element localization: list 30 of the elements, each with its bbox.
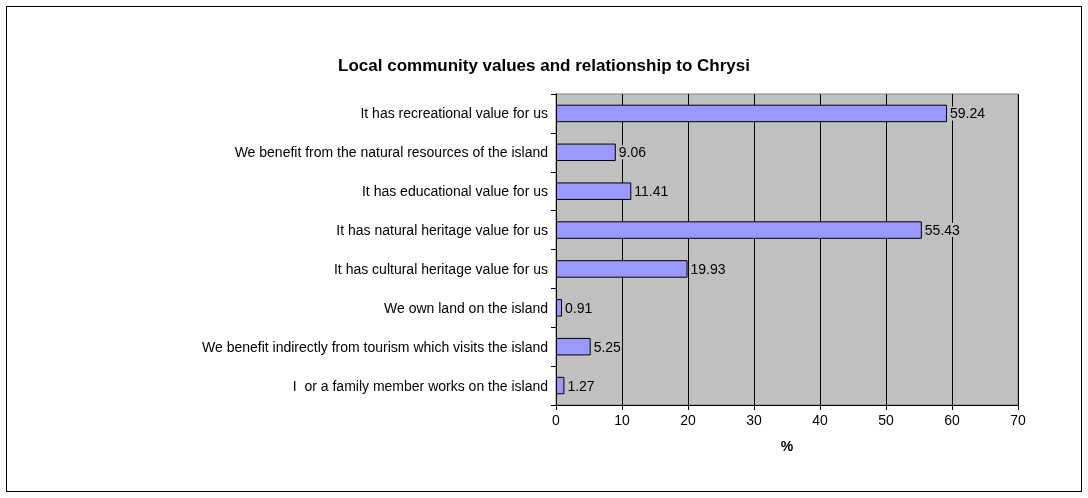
- x-tick-label: 60: [944, 412, 960, 428]
- y-tick-label: We benefit indirectly from tourism which visits the island: [202, 338, 548, 355]
- bar: [556, 299, 563, 317]
- x-tick-label: 30: [746, 412, 762, 428]
- y-tick-label: It has natural heritage value for us: [336, 222, 548, 239]
- chart-title: Local community values and relationship to Chrysi: [338, 56, 750, 75]
- x-tick-label: 20: [680, 412, 696, 428]
- data-label: 59.24: [949, 105, 986, 122]
- data-label: 5.25: [593, 338, 622, 355]
- data-label: 55.43: [924, 222, 961, 239]
- data-label: 0.91: [565, 299, 593, 316]
- data-label: 1.27: [567, 377, 595, 394]
- x-tick-label: 70: [1010, 412, 1026, 428]
- y-tick-label: We benefit from the natural resources of the island: [234, 144, 548, 161]
- bar: [556, 376, 565, 395]
- x-tick-label: 50: [878, 412, 894, 428]
- y-tick-label: It has recreational value for us: [360, 105, 548, 122]
- y-tick-label: It has cultural heritage value for us: [333, 260, 548, 277]
- data-label: 19.93: [690, 260, 726, 277]
- x-tick-label: 10: [614, 412, 630, 428]
- x-axis-title: %: [780, 438, 794, 454]
- x-tick-label: 40: [812, 412, 828, 428]
- data-label: 9.06: [618, 144, 647, 161]
- data-label: 11.41: [634, 183, 669, 200]
- y-tick-label: I or a family member works on the island: [292, 377, 548, 394]
- bar: [556, 143, 616, 162]
- y-tick-label: We own land on the island: [384, 299, 548, 316]
- bar: [556, 337, 591, 356]
- y-tick-label: It has educational value for us: [361, 183, 548, 200]
- x-tick-label: 0: [552, 412, 561, 428]
